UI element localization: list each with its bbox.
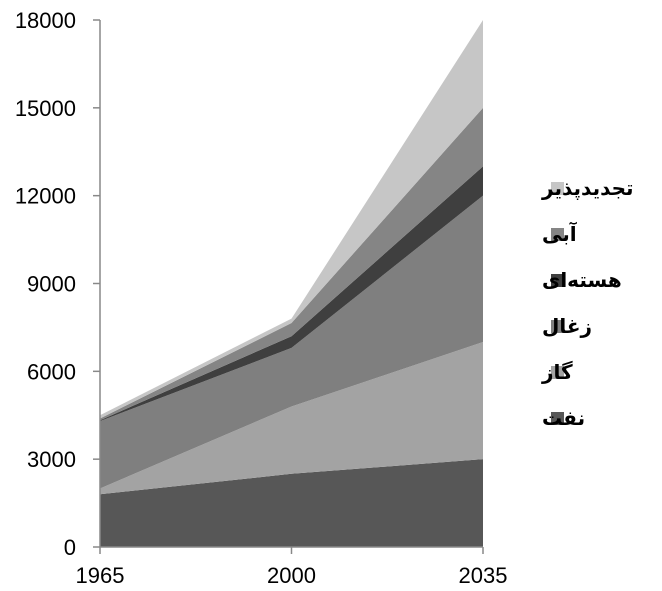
legend-swatch bbox=[551, 366, 564, 379]
y-tick-label: 9000 bbox=[27, 272, 76, 297]
legend-label: زغال bbox=[542, 314, 592, 338]
area-series-group bbox=[100, 20, 483, 547]
legend-item-گاز: گاز bbox=[541, 360, 573, 384]
legend-item-زغال: زغال bbox=[542, 314, 592, 338]
axes: 0 3000 6000 9000 12000 15000 18000 1965 2000 2035 bbox=[15, 8, 508, 588]
x-tick-label: 2000 bbox=[267, 563, 316, 588]
y-tick-label: 6000 bbox=[27, 359, 76, 384]
y-tick-label: 3000 bbox=[27, 447, 76, 472]
legend-swatch bbox=[551, 182, 564, 195]
legend-item-هسته‌ای: هسته‌ای bbox=[542, 268, 622, 292]
area-series-نفت bbox=[100, 459, 483, 547]
legend-swatch bbox=[551, 320, 564, 333]
legend-swatch bbox=[551, 274, 564, 287]
legend-item-آبی: آبی bbox=[542, 221, 578, 246]
area-series-زغال bbox=[100, 195, 483, 489]
legend-label: نفت bbox=[542, 406, 585, 430]
legend-swatch bbox=[551, 228, 564, 241]
x-tick-label: 2035 bbox=[459, 563, 508, 588]
legend-label: گاز bbox=[541, 360, 573, 384]
legend-item-تجدیدپذیر: تجدیدپذیر bbox=[541, 176, 634, 201]
y-tick-label: 12000 bbox=[15, 184, 76, 209]
y-tick-label: 0 bbox=[64, 535, 76, 560]
y-tick-label: 18000 bbox=[15, 8, 76, 33]
legend-label: آبی bbox=[542, 221, 578, 246]
legend-label: تجدیدپذیر bbox=[541, 176, 634, 201]
legend: تجدیدپذیر آبی هسته‌ای زغال گاز نفت bbox=[541, 176, 634, 430]
y-tick-label: 15000 bbox=[15, 96, 76, 121]
area-series-گاز bbox=[100, 342, 483, 495]
legend-swatch bbox=[551, 412, 564, 425]
legend-item-نفت: نفت bbox=[542, 406, 585, 430]
legend-label: هسته‌ای bbox=[542, 268, 622, 292]
x-tick-label: 1965 bbox=[76, 563, 125, 588]
